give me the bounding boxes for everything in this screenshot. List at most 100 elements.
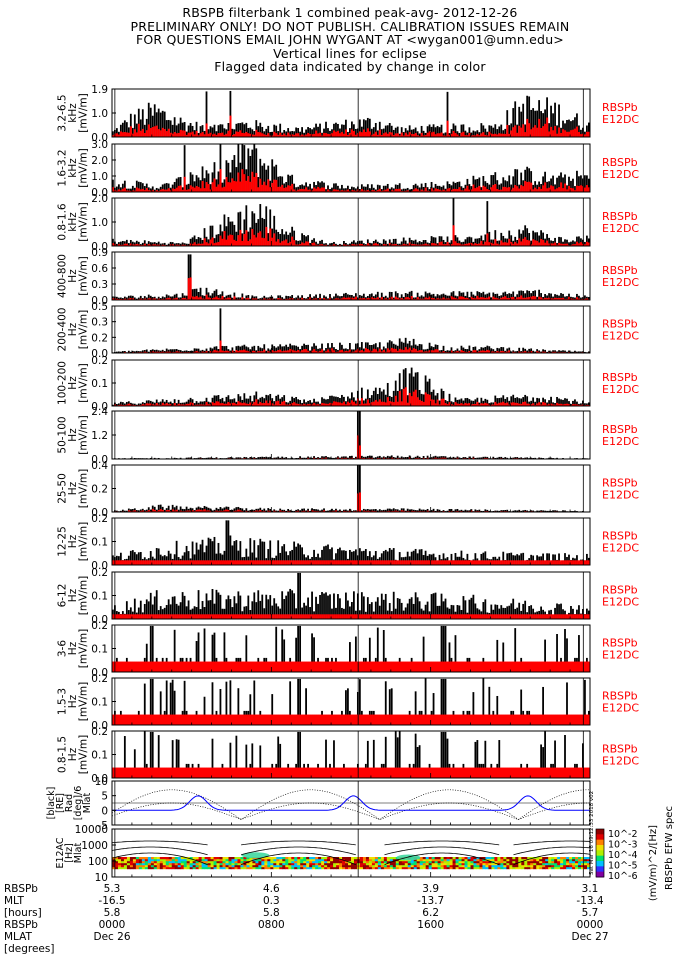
avg-bar [273, 180, 275, 192]
y-axis-label-line: [mV/m] [78, 93, 90, 132]
avg-bar [586, 560, 588, 565]
avg-bar [502, 242, 504, 246]
avg-bar [355, 560, 357, 565]
avg-bar [576, 560, 578, 565]
avg-bar [502, 560, 504, 565]
avg-bar [502, 187, 504, 192]
avg-bar [243, 560, 245, 565]
avg-bar [373, 560, 375, 565]
avg-bar [299, 614, 301, 619]
avg-bar [494, 239, 496, 246]
avg-bar [241, 241, 243, 246]
avg-bar [441, 560, 443, 565]
avg-bar [253, 235, 255, 246]
avg-bar [305, 349, 307, 353]
avg-bar [377, 402, 379, 406]
avg-bar [142, 129, 144, 137]
avg-bar [216, 560, 218, 565]
avg-bar [518, 126, 520, 137]
avg-bar [478, 614, 480, 619]
avg-bar [253, 560, 255, 565]
avg-bar [257, 132, 259, 137]
avg-bar [261, 133, 263, 137]
peak-bar [299, 573, 301, 619]
avg-bar [427, 614, 429, 619]
avg-bar [534, 125, 536, 137]
avg-bar [435, 614, 437, 619]
avg-bar [437, 400, 439, 406]
avg-bar [494, 560, 496, 565]
avg-bar [335, 132, 337, 137]
avg-bar [512, 127, 514, 137]
avg-bar [116, 614, 118, 619]
avg-bar [265, 400, 267, 406]
avg-bar [239, 230, 241, 246]
avg-bar [381, 614, 383, 619]
y-axis-label-line: [mV/m] [78, 469, 90, 508]
avg-bar [200, 560, 202, 565]
avg-bar [534, 240, 536, 246]
avg-bar [279, 133, 281, 137]
avg-bar [536, 241, 538, 246]
avg-bar [196, 296, 198, 300]
avg-bar [228, 402, 230, 406]
avg-bar [333, 560, 335, 565]
avg-bar [337, 402, 339, 406]
avg-bar [164, 560, 166, 565]
avg-bar [419, 400, 421, 406]
avg-bar [540, 560, 542, 565]
avg-bar [355, 614, 357, 619]
avg-bar [540, 239, 542, 246]
avg-bar [200, 133, 202, 137]
avg-bar [261, 560, 263, 565]
avg-bar [303, 560, 305, 565]
avg-bar [379, 560, 381, 565]
avg-bar [243, 403, 245, 406]
avg-bar [222, 614, 224, 619]
avg-bar [327, 614, 329, 619]
avg-bar [228, 182, 230, 192]
avg-bar [333, 130, 335, 137]
avg-bar [363, 560, 365, 565]
avg-bar [233, 240, 235, 246]
avg-bar [365, 614, 367, 619]
avg-bar [273, 233, 275, 246]
avg-bar [168, 129, 170, 137]
avg-bar [216, 296, 218, 300]
avg-bar [160, 614, 162, 619]
avg-bar [558, 560, 560, 565]
avg-bar [251, 229, 253, 246]
avg-bar [128, 560, 130, 565]
avg-bar [134, 614, 136, 619]
avg-bar [498, 560, 500, 565]
avg-bar [441, 614, 443, 619]
avg-bar [383, 614, 385, 619]
avg-bar [443, 399, 445, 406]
avg-bar [584, 560, 586, 565]
y-tick-label: 1.0 [91, 171, 108, 183]
avg-bar [158, 560, 160, 565]
avg-bar [552, 560, 554, 565]
avg-bar [216, 401, 218, 406]
avg-bar [375, 560, 377, 565]
avg-bar [156, 560, 158, 565]
avg-bar [216, 243, 218, 246]
avg-bar [194, 242, 196, 246]
series-avg [154, 435, 564, 459]
avg-bar [397, 133, 399, 137]
avg-bar [520, 241, 522, 246]
y-tick-label: 0.3 [91, 279, 108, 291]
avg-bar [534, 188, 536, 192]
avg-bar [194, 560, 196, 565]
avg-bar [345, 614, 347, 619]
avg-bar [136, 614, 138, 619]
avg-bar [542, 126, 544, 137]
avg-bar [532, 560, 534, 565]
avg-bar [122, 614, 124, 619]
avg-bar [186, 614, 188, 619]
avg-bar [194, 188, 196, 192]
avg-bar [275, 614, 277, 619]
avg-bar [445, 614, 447, 619]
avg-bar [148, 560, 150, 565]
